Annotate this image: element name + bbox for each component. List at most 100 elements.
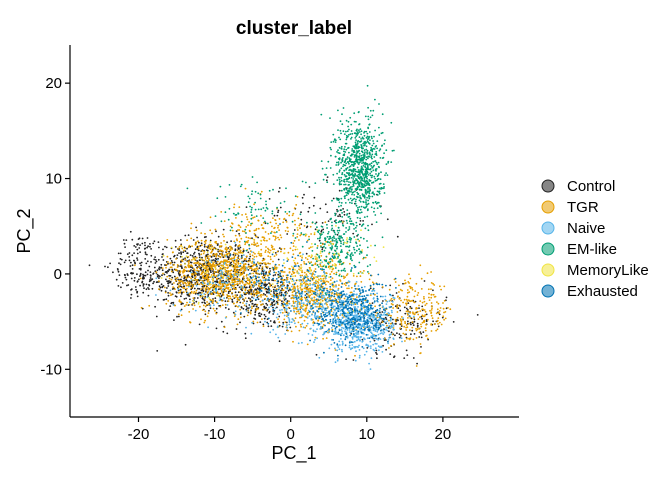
data-point: [355, 281, 358, 283]
data-point: [270, 298, 272, 301]
data-point: [236, 269, 239, 272]
data-point: [344, 146, 346, 148]
data-point: [228, 260, 231, 263]
data-point: [207, 257, 210, 260]
data-point: [234, 268, 237, 271]
data-point: [356, 191, 359, 194]
data-point: [437, 325, 440, 328]
data-point: [298, 252, 301, 255]
data-point: [196, 279, 199, 281]
data-point: [376, 353, 378, 355]
data-point: [249, 306, 252, 309]
data-point: [437, 323, 439, 325]
data-point: [342, 275, 345, 278]
data-point: [340, 197, 343, 200]
data-point: [362, 220, 364, 222]
data-point: [285, 300, 288, 303]
data-point: [188, 280, 191, 282]
data-point: [220, 269, 223, 272]
data-point: [196, 297, 199, 299]
data-point: [256, 272, 259, 275]
data-point: [262, 294, 264, 296]
data-point: [265, 246, 267, 248]
data-point: [124, 276, 127, 279]
data-point: [358, 131, 361, 133]
data-point: [423, 300, 426, 303]
data-point: [311, 299, 313, 301]
data-point: [343, 277, 345, 279]
data-point: [251, 321, 254, 324]
data-point: [238, 278, 241, 280]
data-point: [407, 320, 409, 323]
data-point: [205, 266, 208, 269]
data-point: [174, 277, 177, 280]
data-point: [175, 268, 178, 271]
data-point: [354, 141, 357, 144]
data-point: [272, 310, 275, 312]
data-point: [157, 241, 160, 244]
data-point: [256, 287, 259, 290]
data-point: [415, 327, 417, 330]
data-point: [167, 300, 170, 302]
data-point: [264, 294, 267, 296]
data-point: [245, 310, 248, 312]
data-point: [404, 312, 407, 315]
data-point: [265, 302, 268, 305]
data-point: [225, 264, 228, 266]
data-point: [380, 345, 383, 348]
data-point: [259, 264, 262, 267]
data-point: [393, 343, 395, 345]
data-point: [306, 298, 309, 301]
data-point: [141, 237, 144, 240]
data-point: [337, 149, 339, 152]
data-point: [229, 258, 232, 261]
data-point: [332, 319, 334, 322]
data-point: [273, 321, 275, 324]
data-point: [219, 297, 222, 299]
data-point: [368, 278, 371, 281]
data-point: [128, 256, 131, 258]
data-point: [124, 259, 127, 262]
data-point: [319, 265, 322, 267]
data-point: [188, 304, 191, 306]
data-point: [163, 273, 166, 276]
data-point: [202, 277, 205, 279]
data-point: [246, 241, 249, 244]
data-point: [319, 207, 322, 210]
data-point: [405, 324, 408, 326]
data-point: [157, 298, 159, 301]
data-point: [268, 299, 271, 302]
data-point: [326, 181, 329, 184]
data-point: [301, 271, 303, 274]
data-point: [205, 245, 208, 248]
data-point: [382, 337, 385, 340]
data-point: [339, 344, 341, 346]
data-point: [382, 295, 384, 298]
data-point: [193, 304, 196, 307]
data-point: [261, 259, 264, 262]
data-point: [160, 263, 163, 266]
data-point: [283, 318, 286, 321]
data-point: [337, 320, 340, 322]
data-point: [190, 227, 192, 230]
data-point: [169, 266, 172, 269]
data-point: [326, 280, 328, 283]
data-point: [282, 279, 285, 282]
data-point: [346, 329, 349, 331]
data-point: [276, 313, 279, 315]
data-point: [294, 263, 297, 265]
data-point: [140, 264, 143, 267]
data-point: [410, 323, 412, 326]
data-point: [345, 191, 347, 194]
data-point: [234, 253, 237, 255]
data-point: [228, 256, 230, 259]
data-point: [169, 305, 172, 307]
data-point: [348, 169, 350, 172]
data-point: [264, 274, 267, 277]
data-point: [208, 288, 211, 291]
data-point: [336, 292, 339, 294]
data-point: [187, 285, 190, 288]
data-point: [350, 286, 353, 289]
data-point: [345, 188, 348, 191]
data-point: [370, 162, 373, 165]
